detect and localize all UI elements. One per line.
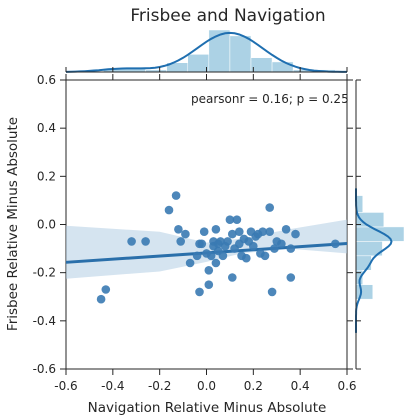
data-point (171, 191, 181, 200)
data-point (101, 285, 111, 294)
data-point (235, 227, 244, 236)
data-point (176, 237, 185, 246)
x-histogram-bar (187, 54, 210, 73)
data-point (192, 251, 202, 261)
data-point (206, 251, 216, 261)
data-point (228, 229, 237, 239)
data-point (265, 203, 275, 212)
data-point (141, 237, 150, 246)
y-histogram-bar (355, 226, 405, 242)
y-histogram-bar (355, 284, 374, 300)
data-point (199, 227, 209, 236)
data-point (204, 280, 214, 290)
data-point (181, 229, 190, 239)
top-marginal-histogram (65, 29, 348, 73)
x-tick-label: 0.0 (197, 379, 216, 393)
data-point (211, 258, 221, 268)
y-tick-label: 0.6 (37, 73, 56, 87)
data-point (211, 225, 221, 234)
data-point (258, 227, 268, 236)
data-point (265, 227, 275, 236)
data-point (164, 205, 174, 215)
data-point (277, 239, 286, 249)
x-axis-label: Navigation Relative Minus Absolute (88, 400, 327, 416)
y-axis-label: Frisbee Relative Minus Absolute (5, 117, 21, 331)
x-tick-label: -0.2 (148, 379, 171, 393)
data-point (242, 253, 251, 263)
data-point (174, 225, 183, 234)
y-tick-label: -0.2 (33, 266, 56, 280)
pearson-annotation: pearsonr = 0.16; p = 0.25 (191, 92, 349, 106)
data-point (331, 239, 340, 249)
data-point (281, 225, 291, 234)
data-point (185, 258, 195, 268)
data-point (195, 287, 204, 297)
data-point (204, 266, 214, 275)
data-point (228, 273, 237, 282)
y-histogram-bar (355, 255, 372, 271)
chart-title: Frisbee and Navigation (130, 6, 325, 26)
x-tick-label: -0.4 (101, 379, 124, 393)
data-point (291, 229, 300, 239)
data-point (218, 251, 228, 261)
y-tick-label: -0.6 (33, 362, 56, 376)
data-point (270, 244, 279, 253)
x-histogram-bar (271, 61, 294, 73)
x-histogram-bar (208, 29, 231, 73)
data-point (96, 294, 106, 304)
data-point (267, 287, 277, 297)
data-point (286, 273, 296, 282)
x-tick-label: -0.6 (54, 379, 77, 393)
y-tick-label: 0.2 (37, 169, 56, 183)
data-point (197, 239, 207, 249)
right-marginal-histogram (355, 79, 405, 370)
main-scatter-plot: -0.6 -0.4 -0.2 0.0 0.2 0.4 0.6 -0.6 -0.4 -0.2 0.0… (33, 73, 357, 393)
plot-frame (65, 79, 348, 370)
x-tick-label: 0.4 (291, 379, 310, 393)
data-point (232, 215, 242, 224)
data-point (127, 237, 136, 246)
y-tick-label: 0.0 (37, 218, 56, 232)
x-histogram-bar (229, 35, 252, 73)
data-point (286, 244, 296, 253)
data-point (260, 251, 270, 261)
x-histogram-bar (250, 57, 273, 73)
data-point (225, 215, 235, 224)
x-tick-label: 0.2 (244, 379, 263, 393)
data-point (223, 237, 232, 246)
y-tick-label: 0.4 (37, 121, 56, 135)
x-tick-label: 0.6 (337, 379, 356, 393)
y-tick-label: -0.4 (33, 314, 56, 328)
data-point (249, 241, 258, 251)
